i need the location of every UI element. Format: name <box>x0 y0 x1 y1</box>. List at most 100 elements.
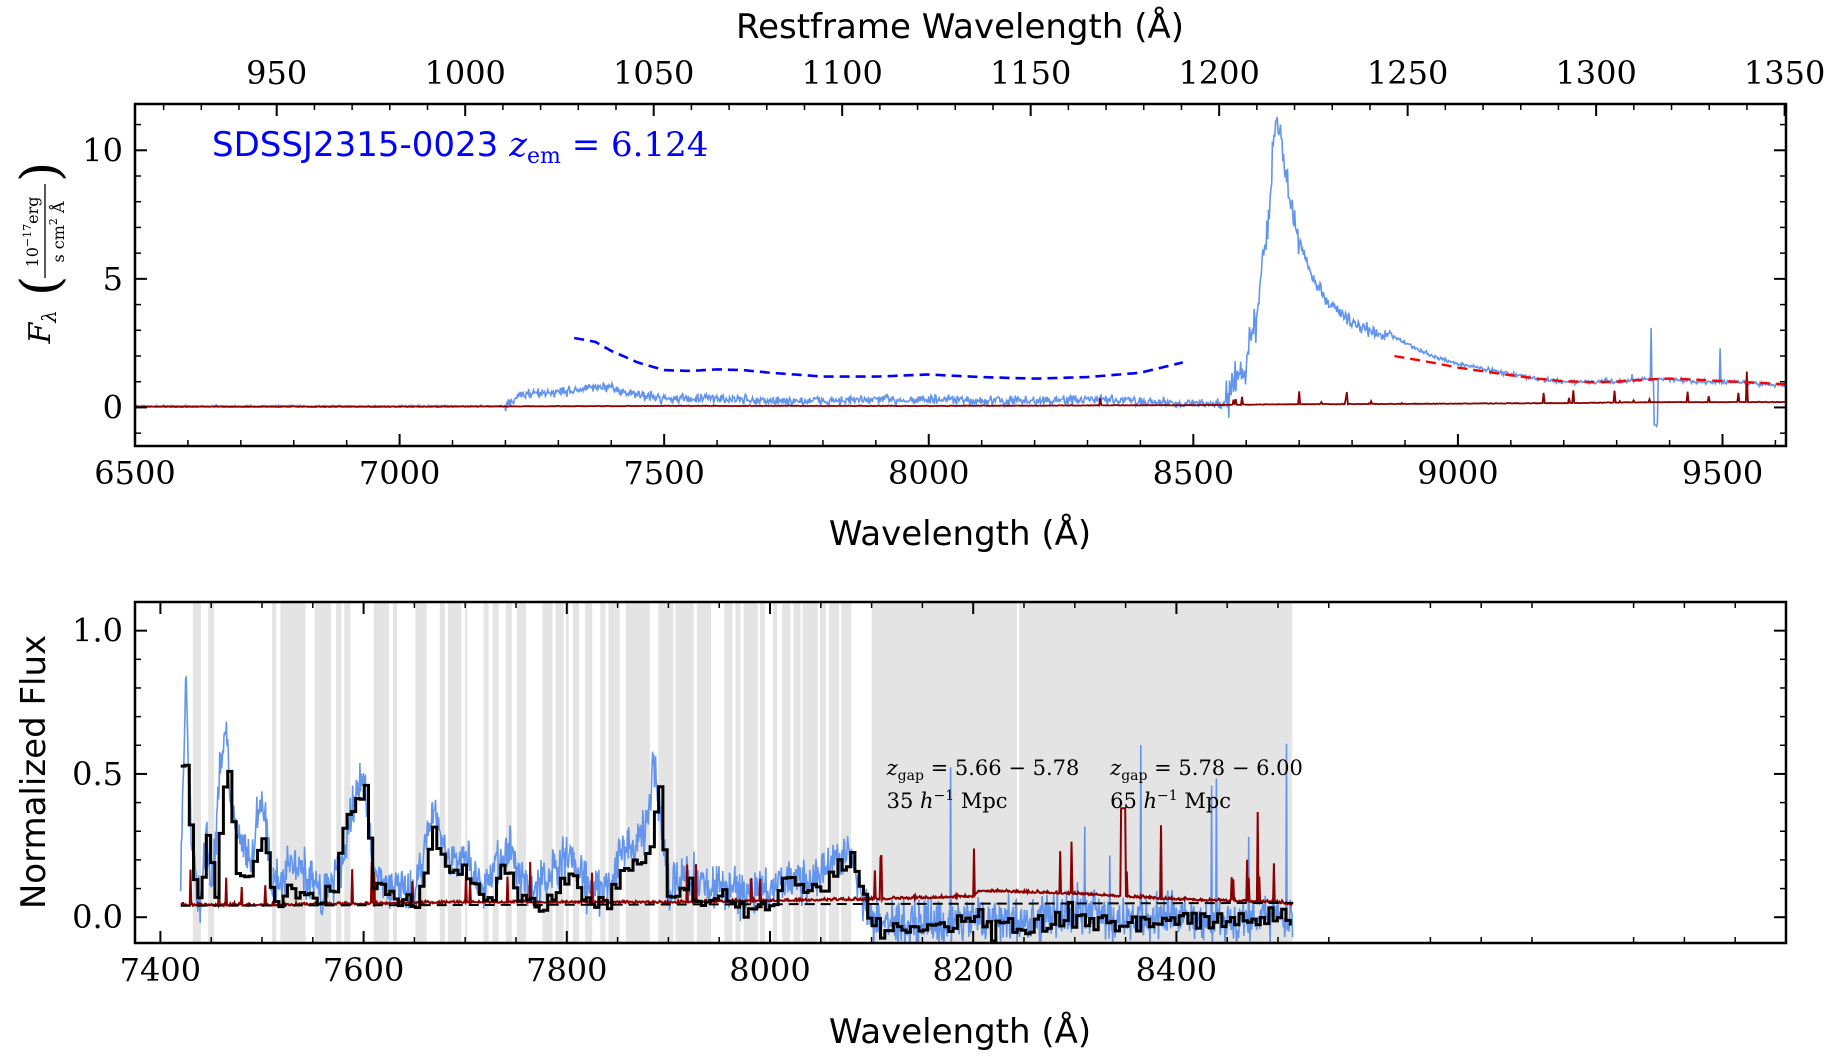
bottom-x-tick-label: 8200 <box>932 951 1013 989</box>
top-series-group <box>135 116 1786 429</box>
top-axis-ticks: 6500 7000 7500 8000 8500 9000 9500 0 5 10 950 1000 1… <box>82 54 1825 492</box>
gap-shading-group <box>192 602 1293 943</box>
bottom-y-tick-label: 0.5 <box>72 755 123 793</box>
bottom-y-tick-label: 1.0 <box>72 612 123 650</box>
gap-shade-region <box>272 602 277 943</box>
gap-shade-region <box>344 602 351 943</box>
gap-shade-region <box>782 602 791 943</box>
top-axes-frame <box>133 102 1788 448</box>
top-x-axis-title: Wavelength (Å) <box>829 513 1091 554</box>
gap-redshift-label: zgap = 5.66 − 5.78 <box>886 756 1080 784</box>
gap-shade-region <box>696 602 712 943</box>
svg-text:Fλ: Fλ <box>23 310 61 345</box>
bottom-x-axis-title: Wavelength (Å) <box>829 1011 1091 1052</box>
bottom-mean-level-line <box>180 901 1294 907</box>
restframe-tick-label: 1050 <box>613 54 694 92</box>
bottom-axis-ticks: 7400 7600 7800 8000 8200 8400 0.0 0.5 1.0 <box>72 601 1786 989</box>
bottom-series-group <box>179 674 1294 943</box>
top-x-tick-label: 8000 <box>888 454 969 492</box>
top-red-fit-line <box>1394 354 1786 386</box>
top-y-tick-label: 5 <box>103 260 123 298</box>
bottom-binned-step-line <box>180 763 1292 943</box>
top-x-tick-label: 7500 <box>623 454 704 492</box>
svg-text:): ) <box>11 162 71 182</box>
gap-shade-region <box>447 602 462 943</box>
gap-shade-region <box>483 602 489 943</box>
bottom-y-axis-title: Normalized Flux <box>14 635 54 909</box>
gap-shade-region <box>542 602 553 943</box>
bottom-x-tick-label: 7600 <box>323 951 404 989</box>
restframe-tick-label: 1300 <box>1555 54 1636 92</box>
restframe-tick-label: 1200 <box>1178 54 1259 92</box>
gap-shade-region <box>608 602 620 943</box>
restframe-tick-label: 1250 <box>1367 54 1448 92</box>
gap-shade-region <box>336 602 342 943</box>
gap-shade-region <box>802 602 818 943</box>
bottom-x-tick-label: 8400 <box>1136 951 1217 989</box>
bottom-y-tick-label: 0.0 <box>72 898 123 936</box>
gap-shade-region <box>208 602 215 943</box>
gap-shade-region <box>439 602 445 943</box>
top-continuum-fit-line <box>573 336 1184 380</box>
restframe-tick-label: 1000 <box>424 54 505 92</box>
gap-shade-region <box>658 602 674 943</box>
gap-shade-region <box>724 602 733 943</box>
quasar-annotation: SDSSJ2315-0023 zem = 6.124 <box>212 125 708 169</box>
top-y-axis-title: Fλ ( 10−17erg s cm2 Å ) <box>11 162 71 345</box>
gap-shade-region <box>373 602 389 943</box>
gap-shade-region <box>819 602 826 943</box>
restframe-tick-label: 950 <box>246 54 307 92</box>
gap-shade-region <box>600 602 606 943</box>
restframe-tick-label: 1350 <box>1744 54 1825 92</box>
gap-shade-region <box>415 602 427 943</box>
gap-shade-region <box>565 602 569 943</box>
gap-scale-label: 65 h−1 Mpc <box>1110 788 1231 813</box>
top-error-line <box>135 371 1786 408</box>
top-x-tick-label: 9500 <box>1682 454 1763 492</box>
gap-shade-region <box>743 602 758 943</box>
gap-shade-region <box>314 602 332 943</box>
gap-shade-region <box>517 602 527 943</box>
gap-labels: zgap = 5.66 − 5.78 35 h−1 Mpc zgap = 5.78 … <box>886 756 1303 813</box>
top-plot-area <box>135 116 1786 429</box>
gap-shade-region <box>505 602 512 943</box>
top-x-tick-label: 7000 <box>359 454 440 492</box>
restframe-tick-label: 1150 <box>990 54 1071 92</box>
bottom-axes-frame <box>133 600 1788 945</box>
bottom-panel: 7400 7600 7800 8000 8200 8400 0.0 0.5 1.0 Wavele… <box>14 600 1788 1052</box>
gap-shade-region <box>828 602 840 943</box>
gap-shade-region <box>555 602 564 943</box>
top-x-tick-label: 9000 <box>1417 454 1498 492</box>
gap-scale-label: 35 h−1 Mpc <box>887 788 1008 813</box>
restframe-tick-label: 1100 <box>801 54 882 92</box>
svg-text:(: ( <box>11 276 71 296</box>
top-y-tick-label: 0 <box>103 388 123 426</box>
top-x-tick-label: 6500 <box>94 454 175 492</box>
gap-shade-region <box>759 602 765 943</box>
gap-shade-region <box>841 602 852 943</box>
gap-shade-region <box>393 602 398 943</box>
gap-redshift-label: zgap = 5.78 − 6.00 <box>1109 756 1303 784</box>
gap-shade-region <box>625 602 651 943</box>
top-restframe-axis-title: Restframe Wavelength (Å) <box>736 6 1184 47</box>
gap-shade-region <box>572 602 579 943</box>
gap-shade-region <box>793 602 801 943</box>
top-x-tick-label: 8500 <box>1153 454 1234 492</box>
gap-shade-region <box>735 602 741 943</box>
gap-shade-region <box>492 602 499 943</box>
bottom-x-tick-label: 7800 <box>526 951 607 989</box>
gap-shade-region <box>675 602 694 943</box>
top-panel: 6500 7000 7500 8000 8500 9000 9500 0 5 10 950 1000 1… <box>11 6 1825 554</box>
gap-shade-region <box>585 602 593 943</box>
svg-text:s cm2 Å: s cm2 Å <box>47 201 68 263</box>
gap-shade-region <box>465 602 468 943</box>
svg-text:10−17erg: 10−17erg <box>21 197 42 268</box>
gap-shade-region <box>192 602 202 943</box>
bottom-plot-area <box>179 602 1294 943</box>
bottom-x-tick-label: 7400 <box>120 951 201 989</box>
gap-shade-region <box>773 602 778 943</box>
top-y-tick-label: 10 <box>82 131 123 169</box>
bottom-x-tick-label: 8000 <box>729 951 810 989</box>
gap-shade-region <box>871 602 1017 943</box>
